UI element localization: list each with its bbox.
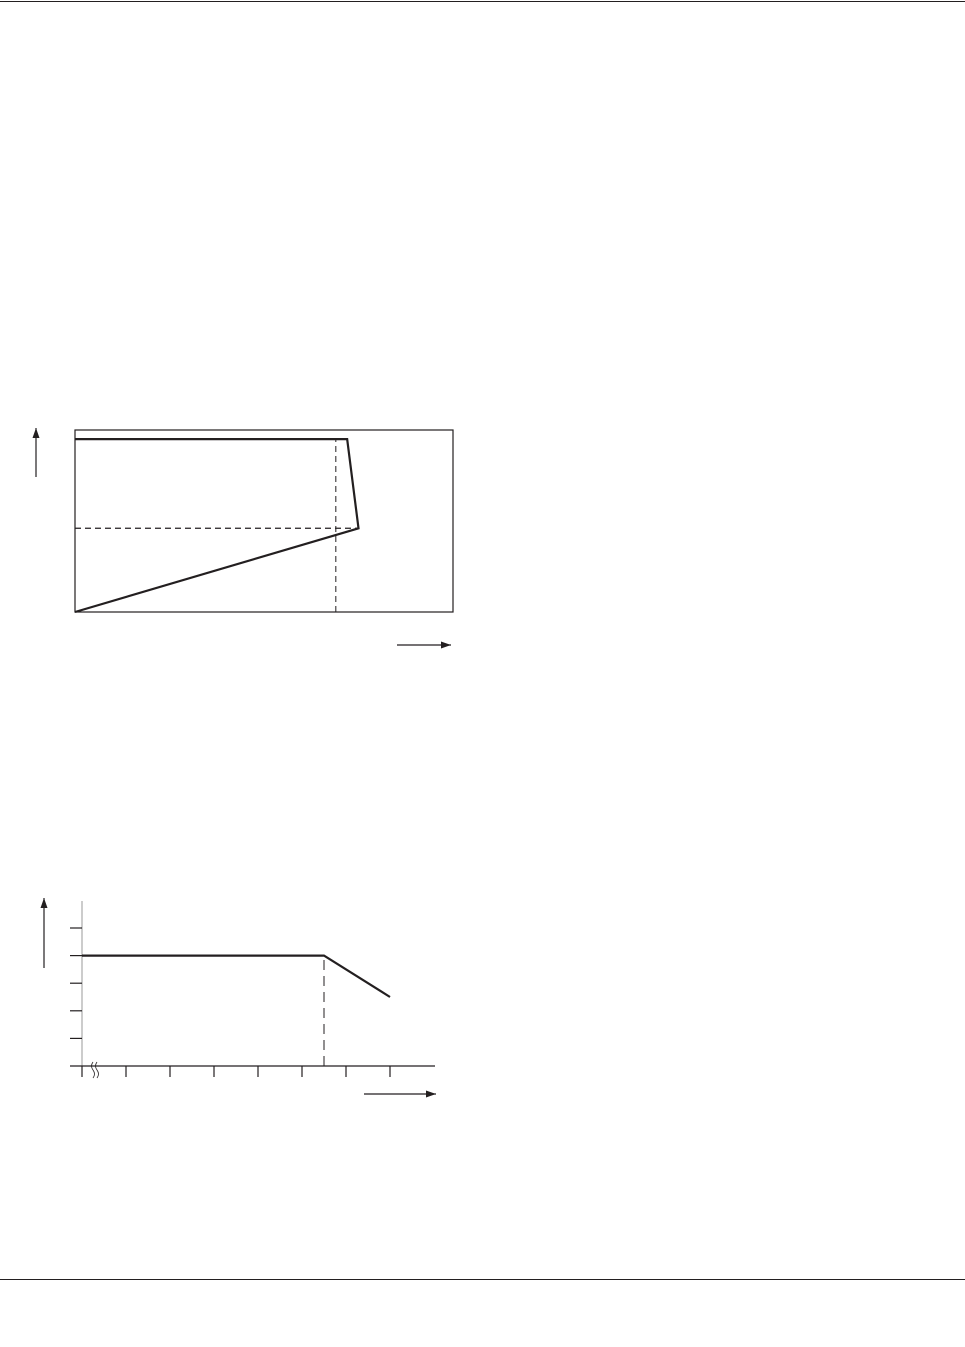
chart-1 (32, 428, 454, 649)
header-rule (0, 1, 965, 2)
axis-break-icon (91, 1061, 99, 1079)
series-line (74, 438, 360, 614)
y-axis-arrow-head (32, 428, 40, 438)
footer-rule (0, 1279, 965, 1280)
series-line (82, 954, 391, 998)
plot-frame (74, 429, 454, 613)
x-axis-arrow-head (441, 641, 451, 649)
y-axis-arrow-head (40, 898, 48, 908)
x-axis-arrow-head (426, 1090, 436, 1098)
